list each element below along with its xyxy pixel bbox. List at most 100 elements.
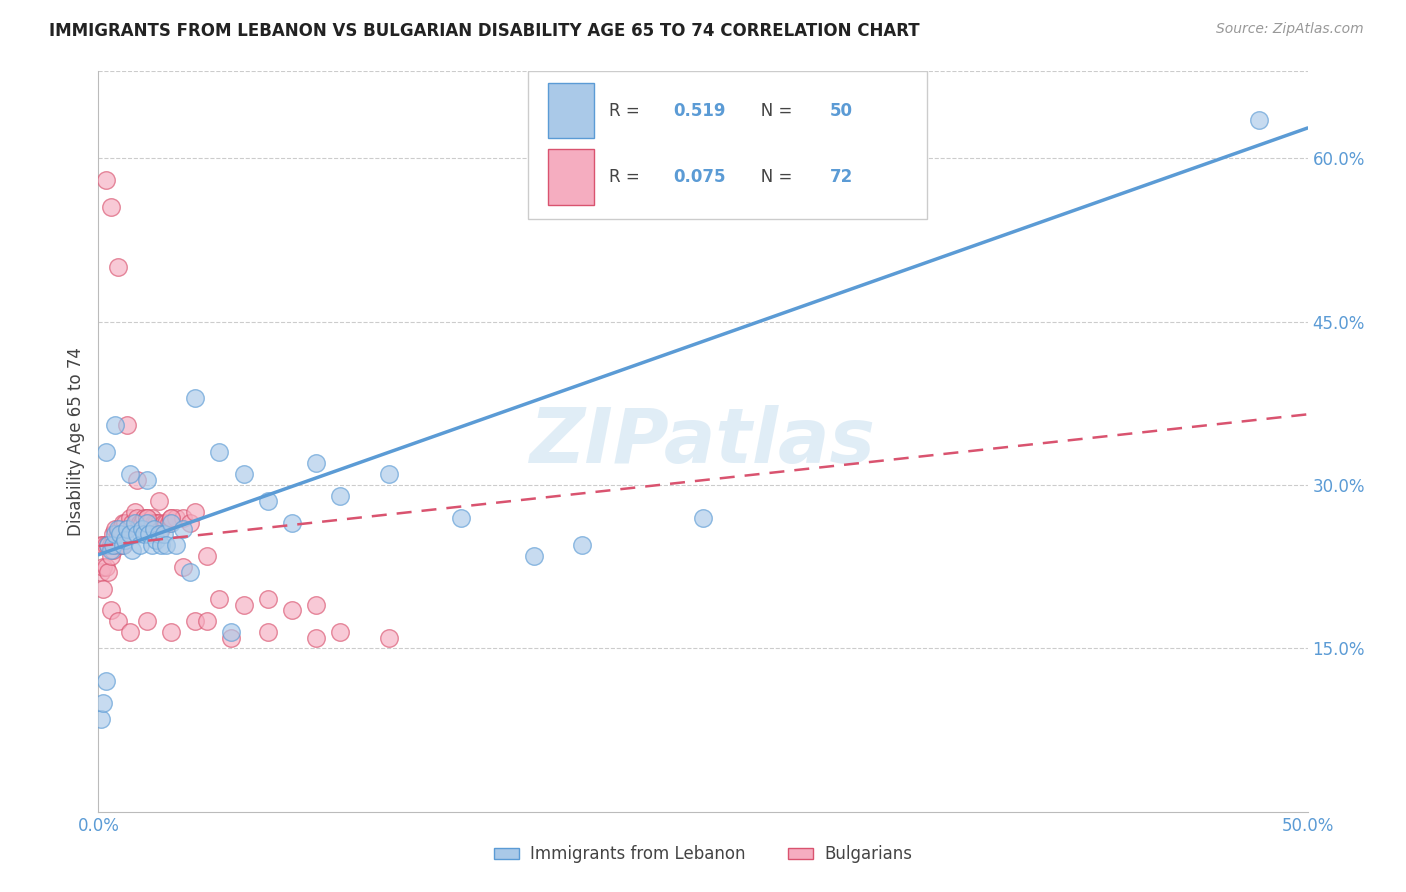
Text: 0.519: 0.519 — [672, 102, 725, 120]
Point — [155, 516, 177, 531]
Point — [91, 559, 114, 574]
Point — [138, 516, 160, 531]
Point — [329, 489, 352, 503]
Point — [101, 543, 124, 558]
Point — [135, 510, 157, 524]
Point — [94, 538, 117, 552]
Text: 0.075: 0.075 — [672, 169, 725, 186]
Point — [90, 565, 112, 579]
Point — [150, 522, 173, 536]
Point — [377, 631, 399, 645]
Point — [172, 522, 194, 536]
Text: 50: 50 — [830, 102, 853, 120]
Point — [377, 467, 399, 482]
Point — [208, 592, 231, 607]
Point — [1249, 113, 1271, 128]
Point — [305, 631, 328, 645]
Point — [523, 549, 546, 563]
Point — [91, 582, 114, 596]
Point — [97, 565, 120, 579]
Point — [121, 516, 143, 531]
Point — [128, 516, 150, 531]
Point — [150, 538, 173, 552]
Point — [152, 516, 174, 531]
Point — [157, 516, 180, 531]
Point — [111, 538, 134, 552]
Point — [160, 510, 183, 524]
Point — [107, 527, 129, 541]
Point — [107, 614, 129, 628]
Point — [143, 516, 166, 531]
Point — [108, 522, 131, 536]
Point — [571, 538, 593, 552]
Point — [127, 510, 149, 524]
Point — [450, 510, 472, 524]
Point — [141, 510, 163, 524]
Point — [184, 505, 207, 519]
Point — [124, 516, 146, 531]
Text: Source: ZipAtlas.com: Source: ZipAtlas.com — [1216, 22, 1364, 37]
Point — [305, 598, 328, 612]
Point — [221, 625, 243, 640]
Point — [107, 260, 129, 275]
Point — [131, 522, 153, 536]
Point — [111, 516, 134, 531]
Point — [179, 565, 201, 579]
Point — [104, 538, 127, 552]
Point — [172, 559, 194, 574]
Point — [131, 516, 153, 531]
Text: IMMIGRANTS FROM LEBANON VS BULGARIAN DISABILITY AGE 65 TO 74 CORRELATION CHART: IMMIGRANTS FROM LEBANON VS BULGARIAN DIS… — [49, 22, 920, 40]
Point — [108, 538, 131, 552]
Point — [114, 533, 136, 547]
Point — [94, 674, 117, 689]
FancyBboxPatch shape — [548, 83, 595, 138]
Point — [135, 614, 157, 628]
Point — [118, 467, 141, 482]
Point — [148, 516, 170, 531]
Point — [195, 614, 218, 628]
Point — [107, 522, 129, 536]
Point — [138, 527, 160, 541]
Point — [179, 516, 201, 531]
Point — [128, 538, 150, 552]
Point — [232, 467, 254, 482]
Point — [97, 538, 120, 552]
Point — [256, 494, 278, 508]
Point — [127, 473, 149, 487]
Point — [165, 538, 187, 552]
Text: N =: N = — [745, 102, 799, 120]
Point — [127, 527, 149, 541]
Point — [145, 516, 167, 531]
Point — [118, 510, 141, 524]
Point — [329, 625, 352, 640]
FancyBboxPatch shape — [548, 150, 595, 205]
Point — [160, 516, 183, 531]
Point — [90, 538, 112, 552]
Point — [94, 559, 117, 574]
Text: R =: R = — [609, 169, 645, 186]
Point — [145, 533, 167, 547]
Point — [148, 527, 170, 541]
Point — [256, 625, 278, 640]
Point — [114, 516, 136, 531]
Point — [100, 538, 122, 552]
Point — [117, 522, 139, 536]
Text: 72: 72 — [830, 169, 853, 186]
Point — [118, 527, 141, 541]
Point — [104, 527, 127, 541]
Point — [172, 510, 194, 524]
Point — [692, 510, 714, 524]
Point — [184, 614, 207, 628]
Point — [305, 456, 328, 470]
Point — [111, 538, 134, 552]
Point — [107, 538, 129, 552]
Point — [134, 527, 156, 541]
Point — [121, 543, 143, 558]
Point — [100, 549, 122, 563]
Point — [124, 505, 146, 519]
Point — [148, 494, 170, 508]
Point — [101, 527, 124, 541]
Point — [91, 696, 114, 710]
Point — [117, 418, 139, 433]
Text: ZIPatlas: ZIPatlas — [530, 405, 876, 478]
